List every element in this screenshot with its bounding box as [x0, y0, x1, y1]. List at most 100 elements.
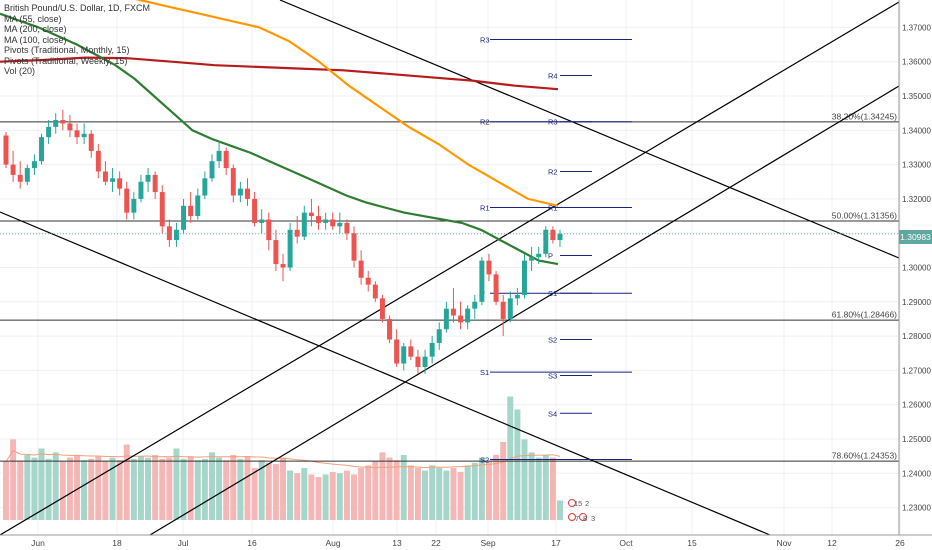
candle-body[interactable] [273, 240, 279, 265]
candle-body[interactable] [117, 178, 123, 189]
candle-body[interactable] [301, 212, 307, 237]
ma100-line[interactable] [110, 0, 559, 207]
candle-body[interactable] [522, 260, 527, 295]
trendline[interactable] [0, 1, 900, 536]
time-tick-label: Sep [480, 538, 495, 548]
candle-body[interactable] [216, 150, 222, 162]
candle-body[interactable] [550, 229, 556, 241]
candle-body[interactable] [436, 329, 442, 343]
candle-body[interactable] [39, 137, 44, 162]
candle-body[interactable] [102, 171, 108, 182]
candle-body[interactable] [3, 135, 9, 165]
candle-body[interactable] [152, 174, 158, 193]
candle-body[interactable] [344, 222, 350, 234]
candle-body[interactable] [124, 188, 130, 213]
legend-ma100[interactable]: MA (100, close) [4, 34, 67, 45]
candle-body[interactable] [230, 168, 236, 196]
candle-body[interactable] [415, 356, 421, 367]
candle-body[interactable] [138, 181, 144, 199]
candle-body[interactable] [351, 233, 357, 261]
candle-body[interactable] [529, 257, 535, 261]
time-tick-label: 16 [247, 538, 257, 548]
candle-body[interactable] [195, 195, 201, 217]
candle-body[interactable] [500, 301, 506, 319]
candle-body[interactable] [316, 216, 321, 223]
candle-body[interactable] [237, 188, 243, 196]
candle-body[interactable] [188, 205, 194, 217]
candle-body[interactable] [67, 123, 73, 131]
monthly-pivot-label: S2 [480, 456, 489, 465]
candle-body[interactable] [223, 150, 229, 169]
candle-body[interactable] [372, 284, 378, 299]
candle-body[interactable] [458, 315, 464, 323]
candle-body[interactable] [280, 264, 286, 268]
candle-body[interactable] [450, 308, 456, 316]
candle-body[interactable] [323, 219, 329, 223]
candle-body[interactable] [46, 126, 52, 138]
event-marker[interactable] [568, 499, 576, 507]
candle-body[interactable] [209, 161, 215, 179]
candle-body[interactable] [379, 298, 385, 319]
candle-body[interactable] [95, 150, 101, 172]
trendline[interactable] [149, 85, 900, 536]
candle-body[interactable] [337, 222, 343, 227]
candle-body[interactable] [145, 174, 151, 182]
candle-body[interactable] [394, 339, 400, 364]
candle-body[interactable] [181, 205, 187, 230]
candle-body[interactable] [401, 346, 407, 364]
candle-body[interactable] [10, 164, 16, 175]
candle-body[interactable] [514, 294, 520, 299]
event-marker[interactable] [579, 513, 587, 521]
candle-body[interactable] [31, 161, 37, 169]
candle-body[interactable] [24, 168, 30, 182]
candle-body[interactable] [443, 308, 449, 330]
candle-body[interactable] [110, 178, 116, 182]
candle-body[interactable] [74, 130, 80, 138]
candle-body[interactable] [429, 342, 435, 357]
candle-body[interactable] [536, 253, 542, 258]
candle-body[interactable] [330, 219, 336, 227]
trendline[interactable] [0, 211, 771, 536]
event-marker[interactable] [568, 513, 576, 521]
candle-body[interactable] [365, 277, 371, 285]
candle-body[interactable] [543, 229, 549, 254]
candle-body[interactable] [81, 133, 87, 138]
candle-body[interactable] [166, 226, 172, 241]
candle-body[interactable] [486, 260, 492, 275]
candle-body[interactable] [202, 178, 208, 196]
legend-pivots-weekly[interactable]: Pivots (Traditional, Weekly, 15) [4, 55, 128, 66]
candle-body[interactable] [245, 188, 250, 199]
candle-body[interactable] [387, 318, 393, 340]
candle-body[interactable] [507, 298, 513, 319]
ma200-line[interactable] [0, 56, 559, 91]
candle-body[interactable] [266, 219, 272, 241]
candle-body[interactable] [472, 301, 478, 309]
candle-body[interactable] [493, 274, 499, 302]
candle-body[interactable] [308, 212, 314, 217]
candle-body[interactable] [294, 229, 300, 237]
candle-body[interactable] [53, 120, 59, 127]
candle-body[interactable] [479, 260, 485, 302]
price-tick-label: 1.32000 [902, 195, 931, 204]
candle-body[interactable] [465, 308, 471, 323]
candle-body[interactable] [159, 192, 165, 227]
ma55-line[interactable] [0, 12, 559, 266]
candle-body[interactable] [557, 233, 563, 241]
candle-body[interactable] [252, 198, 258, 223]
candle-body[interactable] [259, 219, 265, 223]
legend-volume[interactable]: Vol (20) [4, 66, 36, 76]
candle-body[interactable] [408, 346, 414, 357]
legend-ma55[interactable]: MA (55, close) [4, 13, 62, 24]
candle-body[interactable] [358, 260, 364, 278]
trendline[interactable] [279, 0, 900, 259]
legend-pivots-monthly[interactable]: Pivots (Traditional, Monthly, 15) [4, 45, 130, 55]
candle-body[interactable] [422, 356, 428, 367]
legend-ma200[interactable]: MA (200, close) [4, 24, 67, 34]
candle-body[interactable] [287, 229, 293, 268]
candle-body[interactable] [131, 198, 137, 213]
candle-body[interactable] [17, 174, 23, 182]
candle-body[interactable] [88, 133, 94, 151]
candle-body[interactable] [173, 229, 179, 241]
candle-body[interactable] [60, 120, 66, 124]
